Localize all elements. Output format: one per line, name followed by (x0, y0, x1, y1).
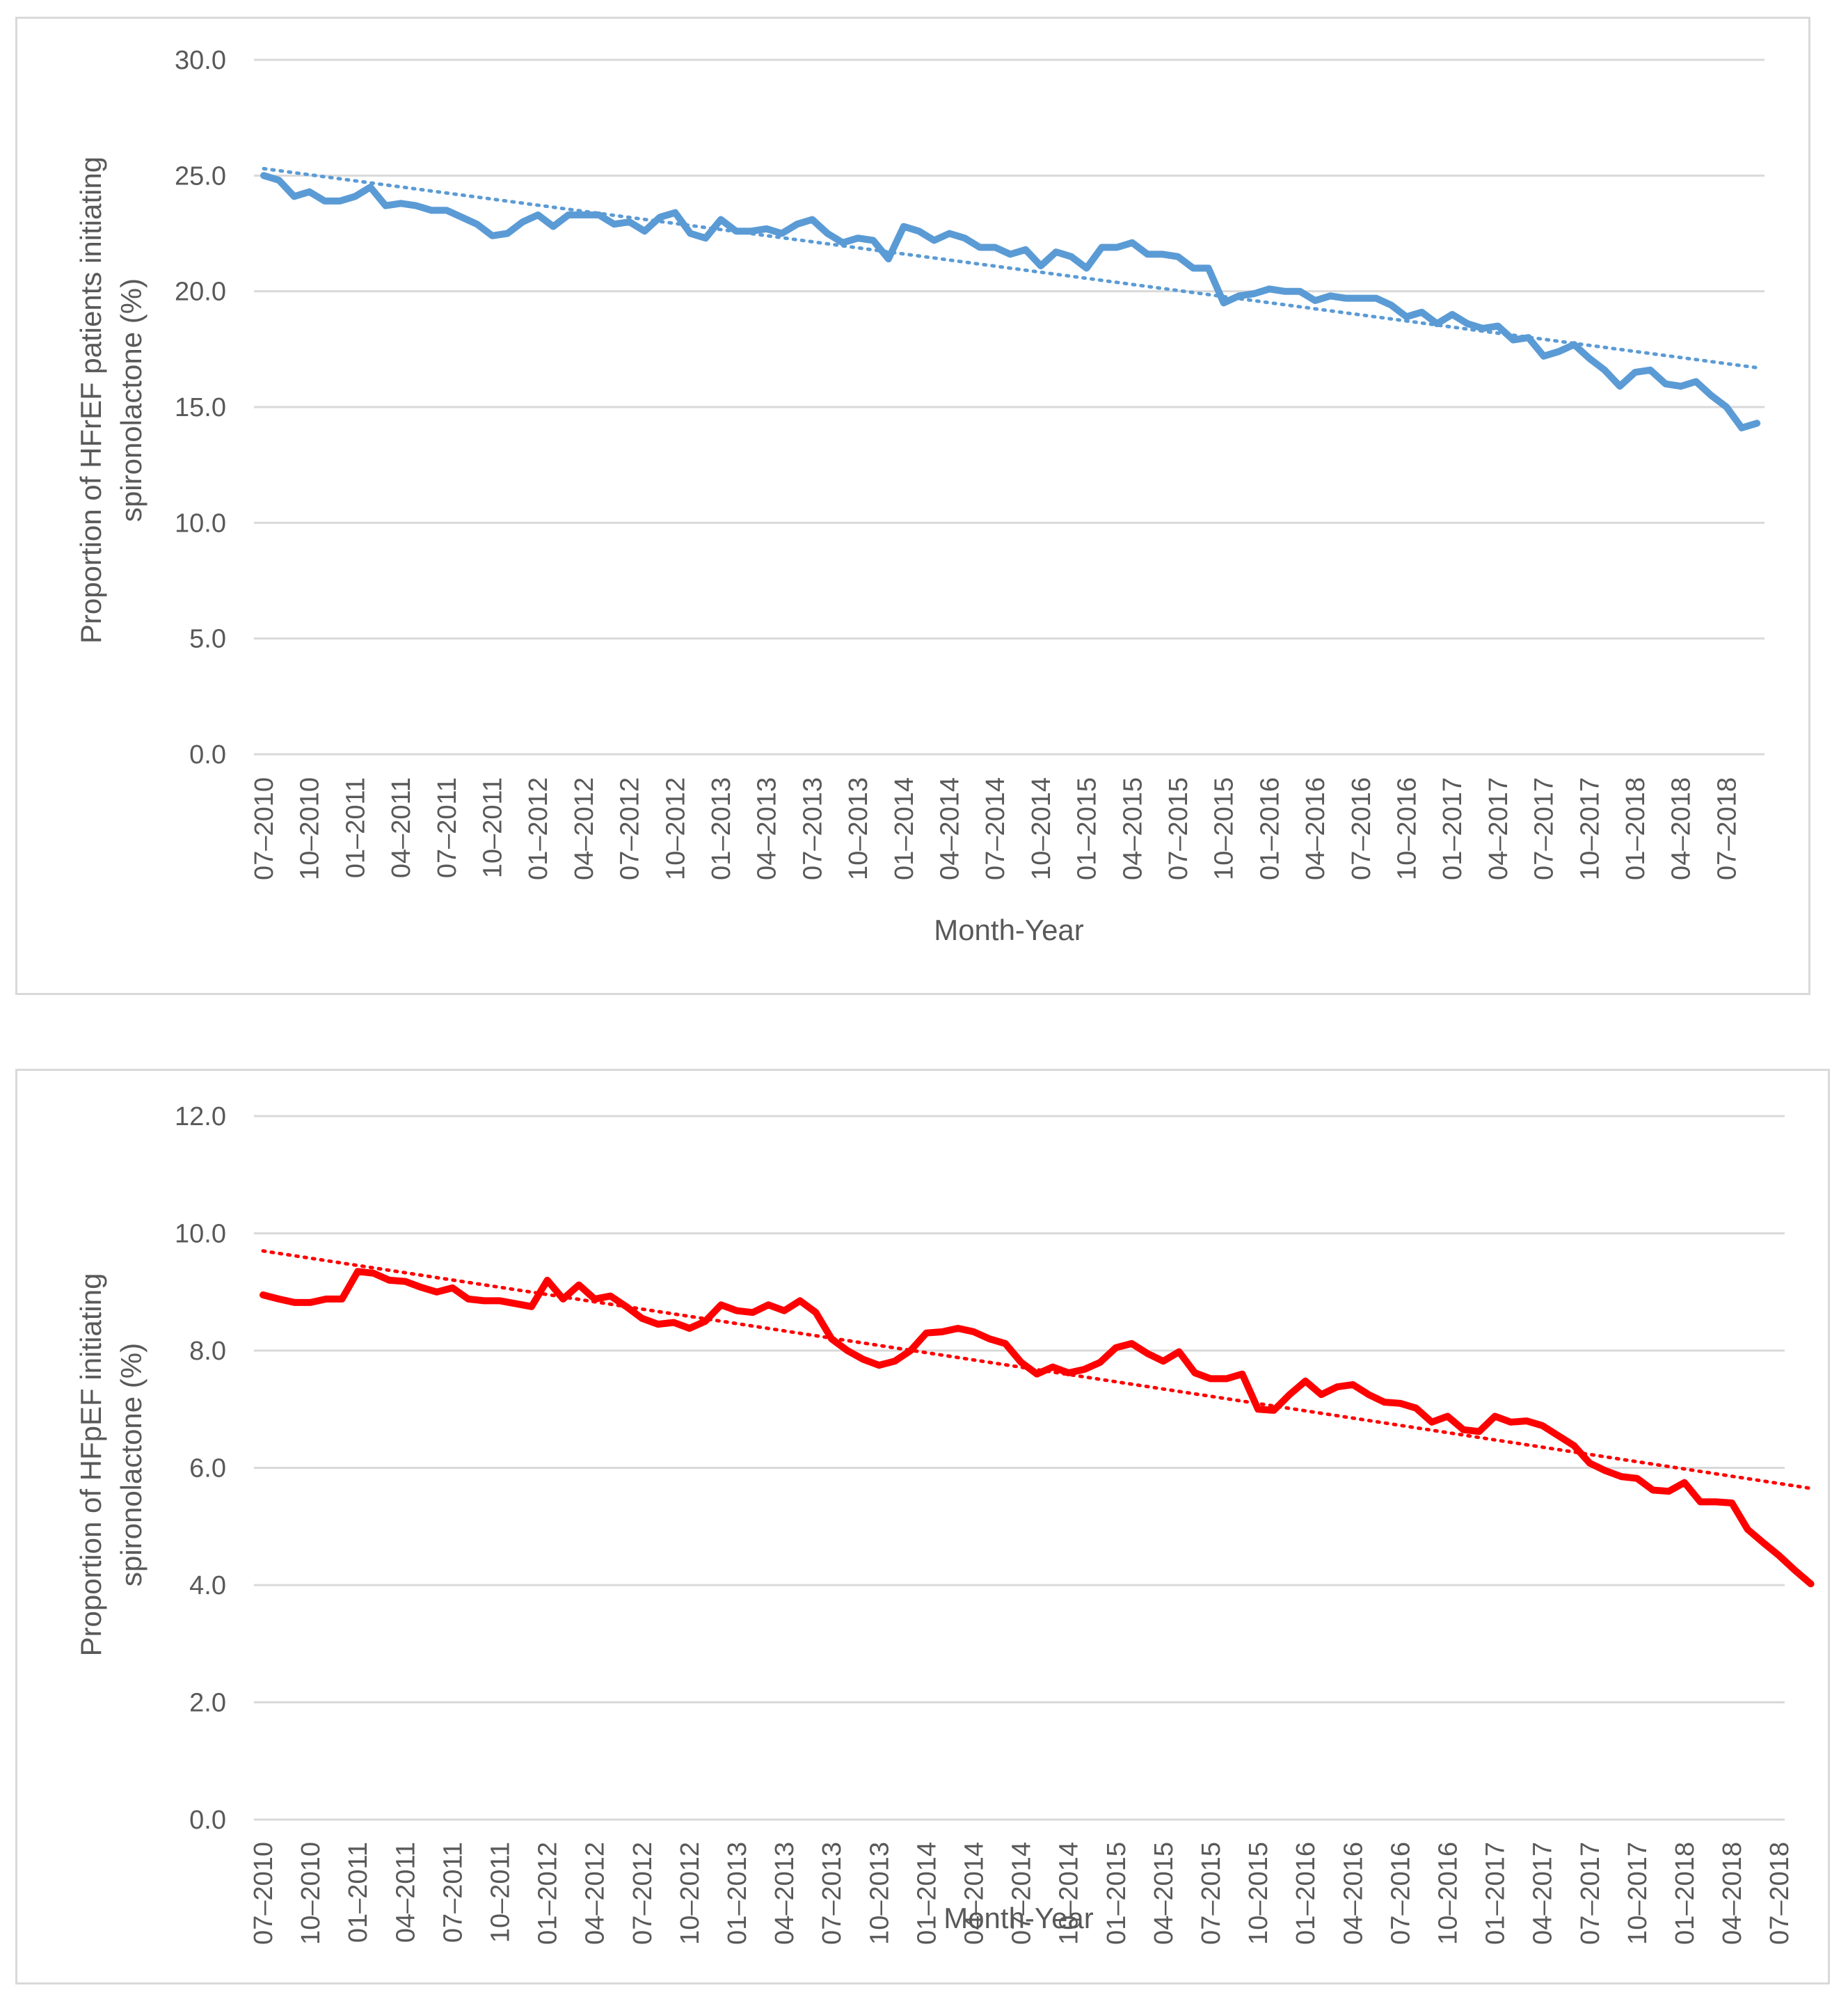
x-tick-label: 01–2012 (534, 1842, 563, 1945)
y-tick-label: 10.0 (175, 1220, 226, 1249)
x-tick-label: 04–2016 (1339, 1842, 1368, 1945)
x-tick-label: 07–2013 (818, 1842, 847, 1945)
x-tick-label: 10–2013 (865, 1842, 894, 1945)
x-tick-label: 04–2012 (581, 1842, 610, 1945)
x-tick-label: 10–2016 (1393, 777, 1422, 880)
x-tick-label: 10–2011 (479, 777, 508, 878)
y-tick-label: 30.0 (175, 46, 226, 75)
hfpef-chart-frame: 0.0 2.0 4.0 6.0 8.0 10.0 12.0 07–2010 10–2010 01–… (15, 1069, 1830, 1984)
x-tick-label: 07–2018 (1712, 777, 1742, 880)
trendline (261, 1249, 1813, 1490)
x-tick-label: 04–2016 (1301, 777, 1330, 880)
x-tick-label: 04–2018 (1667, 777, 1696, 880)
y-tick-label: 15.0 (175, 393, 226, 422)
x-tick-label: 04–2017 (1484, 777, 1513, 880)
x-tick-label: 10–2012 (661, 777, 690, 880)
x-tick-label: 07–2010 (249, 1842, 278, 1945)
x-tick-label: 04–2011 (391, 1842, 420, 1943)
y-tick-label: 0.0 (189, 740, 226, 770)
y-tick-label: 4.0 (189, 1571, 226, 1600)
x-tick-label: 01–2015 (1102, 1842, 1131, 1945)
x-tick-label: 07–2011 (433, 777, 462, 878)
x-tick-label: 01–2015 (1073, 777, 1102, 880)
x-tick-label: 07–2015 (1164, 777, 1193, 880)
y-tick-label: 8.0 (189, 1337, 226, 1366)
x-tick-label: 07–2013 (798, 777, 827, 880)
y-tick-label: 10.0 (175, 509, 226, 538)
y-tick-label: 12.0 (175, 1102, 226, 1131)
hfpef-chart: 0.0 2.0 4.0 6.0 8.0 10.0 12.0 07–2010 10–2010 01–… (74, 1102, 1815, 1945)
x-tick-label: 07–2012 (628, 1842, 658, 1945)
x-tick-label: 10–2017 (1575, 777, 1604, 880)
x-tick-label: 04–2014 (960, 1842, 989, 1945)
x-tick-label: 01–2017 (1438, 777, 1467, 880)
x-tick-label: 01–2017 (1481, 1842, 1511, 1945)
x-tick-label: 04–2015 (1118, 777, 1147, 880)
x-tick-label: 04–2017 (1529, 1842, 1558, 1945)
x-tick-label: 10–2015 (1210, 777, 1239, 880)
y-tick-label: 5.0 (189, 625, 226, 654)
x-tick-label: 07–2016 (1386, 1842, 1415, 1945)
x-tick-label: 10–2017 (1623, 1842, 1652, 1945)
series-line-hfref (260, 172, 1761, 431)
x-tick-label: 04–2018 (1718, 1842, 1747, 1945)
x-axis-title: Month-Year (943, 1902, 1094, 1934)
y-axis-title-line2: spironolactone (%) (115, 278, 148, 522)
x-tick-label: 04–2013 (753, 777, 782, 880)
x-tick-label: 04–2014 (936, 777, 965, 880)
x-tick-label: 10–2013 (844, 777, 873, 880)
hfref-chart: 0.0 5.0 10.0 15.0 20.0 25.0 30.0 07–2010 10–2010… (74, 46, 1765, 946)
hfref-chart-frame: 0.0 5.0 10.0 15.0 20.0 25.0 30.0 07–2010 10–2010… (15, 17, 1810, 995)
x-tick-label: 04–2013 (770, 1842, 799, 1945)
x-tick-label: 10–2016 (1434, 1842, 1463, 1945)
series-line-hfpef (260, 1268, 1815, 1588)
y-tick-label: 0.0 (189, 1806, 226, 1835)
y-tick-label: 20.0 (175, 278, 226, 307)
x-tick-label: 10–2015 (1244, 1842, 1273, 1945)
x-tick-label: 01–2018 (1671, 1842, 1700, 1945)
x-tick-label: 07–2011 (438, 1842, 468, 1943)
x-tick-label: 10–2010 (296, 777, 325, 880)
x-tick-label: 01–2014 (890, 777, 919, 880)
x-tick-label: 10–2011 (486, 1842, 516, 1943)
x-tick-label: 07–2015 (1197, 1842, 1226, 1945)
y-tick-label: 25.0 (175, 161, 226, 191)
x-tick-label: 10–2014 (1055, 1842, 1084, 1945)
x-tick-label: 07–2014 (1007, 1842, 1037, 1945)
x-tick-label: 01–2016 (1291, 1842, 1321, 1945)
y-tick-label: 6.0 (189, 1454, 226, 1483)
x-tick-label: 01–2011 (344, 1842, 373, 1943)
x-tick-label: 07–2018 (1765, 1842, 1794, 1945)
x-tick-label: 10–2014 (1027, 777, 1056, 880)
x-tick-label: 01–2012 (524, 777, 553, 880)
x-tick-label: 10–2010 (296, 1842, 326, 1945)
y-axis-title-line1: Proportion of HFpEF initiating (74, 1273, 107, 1657)
x-tick-label: 04–2015 (1149, 1842, 1179, 1945)
x-tick-label: 04–2012 (570, 777, 599, 880)
y-axis-title-line1: Proportion of HFrEF patients initiating (74, 157, 107, 644)
x-tick-label: 04–2011 (387, 777, 416, 878)
y-tick-label: 2.0 (189, 1689, 226, 1718)
x-tick-label: 07–2010 (250, 777, 279, 880)
x-tick-label: 01–2018 (1621, 777, 1650, 880)
x-tick-label: 07–2017 (1576, 1842, 1605, 1945)
x-axis-title: Month-Year (934, 914, 1084, 946)
x-tick-label: 01–2014 (912, 1842, 941, 1945)
x-tick-label: 01–2013 (723, 1842, 752, 1945)
x-tick-label: 01–2013 (707, 777, 736, 880)
x-tick-label: 07–2012 (616, 777, 645, 880)
x-tick-label: 07–2017 (1530, 777, 1559, 880)
x-tick-label: 10–2012 (676, 1842, 705, 1945)
x-tick-label: 07–2016 (1347, 777, 1376, 880)
y-axis-title-line2: spironolactone (%) (115, 1343, 148, 1586)
x-tick-label: 07–2014 (981, 777, 1010, 880)
x-tick-label: 01–2016 (1255, 777, 1284, 880)
x-tick-label: 01–2011 (341, 777, 370, 878)
